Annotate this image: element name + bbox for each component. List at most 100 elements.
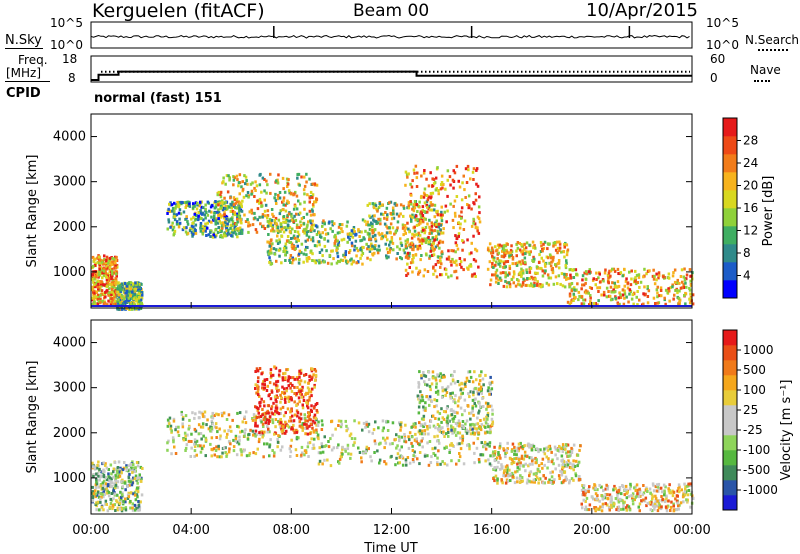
data-cell xyxy=(312,223,316,227)
data-cell xyxy=(191,206,195,210)
data-cell xyxy=(420,214,423,218)
data-cell xyxy=(227,218,230,222)
data-cell xyxy=(547,276,551,280)
data-cell xyxy=(689,296,692,300)
data-cell xyxy=(385,217,389,221)
data-cell xyxy=(395,446,398,450)
data-cell xyxy=(479,405,482,409)
data-cell xyxy=(224,200,227,204)
data-cell xyxy=(206,226,209,230)
data-cell xyxy=(197,211,200,214)
data-cell xyxy=(360,460,363,464)
data-cell xyxy=(276,396,279,399)
data-cell xyxy=(635,273,639,277)
data-cell xyxy=(114,483,118,487)
data-cell xyxy=(112,298,115,302)
data-cell xyxy=(322,260,325,264)
data-cell xyxy=(282,372,285,376)
data-cell xyxy=(488,381,491,385)
data-cell xyxy=(186,222,190,226)
data-cell xyxy=(371,202,374,206)
data-cell xyxy=(232,183,235,187)
data-cell xyxy=(313,259,316,263)
data-cell xyxy=(464,196,467,199)
data-cell xyxy=(518,242,521,245)
data-cell xyxy=(507,251,510,255)
data-cell xyxy=(423,423,426,426)
data-cell xyxy=(249,182,253,186)
data-cell xyxy=(471,274,474,278)
data-cell xyxy=(422,418,425,421)
data-cell xyxy=(503,262,506,266)
frequency-panel: 18 8 60 0 xyxy=(62,52,725,85)
data-cell xyxy=(506,242,509,246)
data-cell xyxy=(224,234,228,238)
data-cell xyxy=(452,204,455,208)
data-cell xyxy=(221,204,224,208)
data-cell xyxy=(446,427,450,431)
data-cell xyxy=(289,419,293,423)
data-cell xyxy=(213,211,217,215)
data-band-8 xyxy=(566,267,695,307)
data-cell xyxy=(293,385,296,389)
data-cell xyxy=(411,213,414,217)
data-cell xyxy=(115,279,118,283)
data-cell xyxy=(134,299,138,303)
data-cell xyxy=(371,235,375,239)
data-cell xyxy=(458,257,462,260)
data-cell xyxy=(192,225,195,229)
data-cell xyxy=(618,302,621,306)
data-cell xyxy=(102,461,105,465)
data-cell xyxy=(642,302,645,306)
data-cell xyxy=(207,219,211,223)
data-cell xyxy=(458,226,462,230)
data-cell xyxy=(303,380,307,384)
data-cell xyxy=(466,404,470,408)
data-cell xyxy=(286,235,290,238)
data-cell xyxy=(305,256,309,260)
data-cell xyxy=(140,478,143,482)
data-cell xyxy=(541,249,544,253)
data-cell xyxy=(281,405,285,409)
data-cell xyxy=(416,233,420,237)
data-cell xyxy=(197,214,200,218)
data-cell xyxy=(556,251,559,255)
data-cell xyxy=(308,441,312,445)
data-cell xyxy=(94,262,98,266)
data-cell xyxy=(313,383,316,387)
data-cell xyxy=(214,449,218,452)
data-cell xyxy=(301,428,304,432)
data-cell xyxy=(488,444,491,448)
data-cell xyxy=(307,455,310,458)
data-cell xyxy=(520,445,523,449)
data-cell xyxy=(619,293,622,297)
data-cell xyxy=(587,291,590,295)
data-cell xyxy=(457,232,461,236)
data-cell xyxy=(268,260,271,264)
data-cell xyxy=(369,244,373,248)
data-cell xyxy=(614,295,617,299)
data-cell xyxy=(246,218,249,222)
data-cell xyxy=(117,472,121,476)
data-cell xyxy=(213,414,216,417)
data-cell xyxy=(264,411,268,415)
data-cell xyxy=(504,244,508,248)
data-cell xyxy=(311,209,314,213)
data-cell xyxy=(688,297,691,301)
data-cell xyxy=(278,196,282,200)
data-cell xyxy=(231,228,234,232)
data-cell xyxy=(359,256,362,260)
data-cell xyxy=(223,196,226,200)
data-cell xyxy=(664,288,668,292)
data-cell xyxy=(423,187,427,191)
data-cell xyxy=(458,431,462,435)
data-cell xyxy=(484,447,488,451)
data-cell xyxy=(105,255,109,259)
data-cell xyxy=(539,285,543,289)
data-cell xyxy=(554,453,557,457)
data-cell xyxy=(378,458,382,462)
data-cell xyxy=(397,435,401,439)
data-cell xyxy=(168,202,171,206)
data-cell xyxy=(133,292,137,296)
data-cell xyxy=(210,436,214,440)
